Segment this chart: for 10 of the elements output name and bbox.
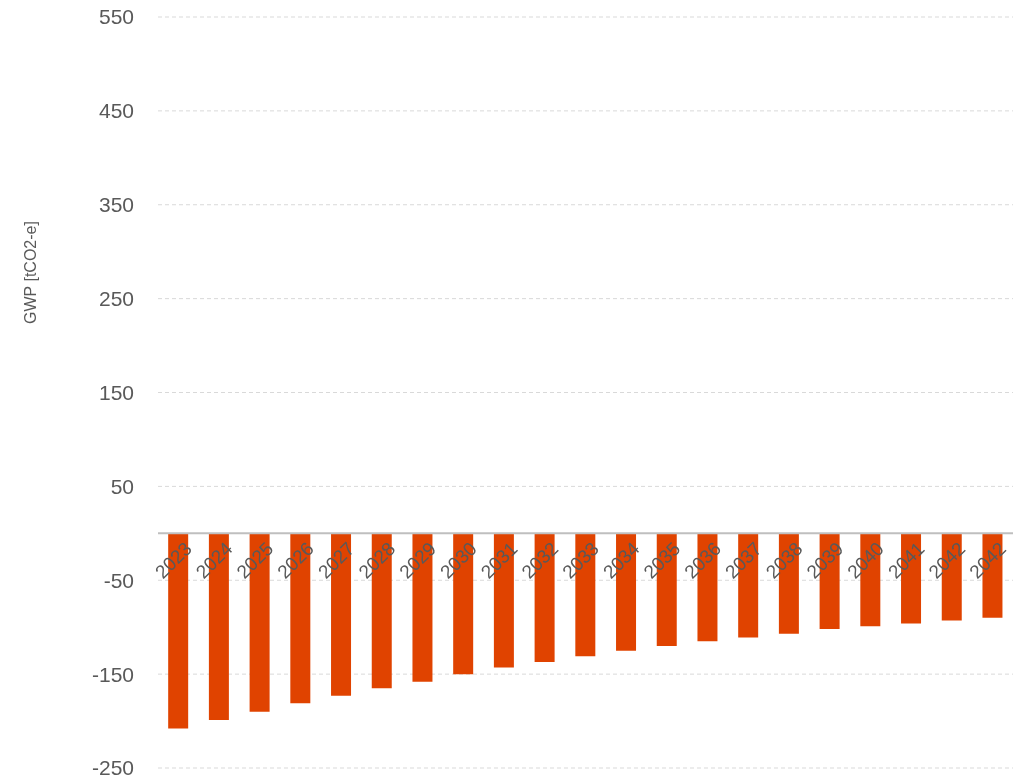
y-tick-label: -250 — [91, 756, 134, 780]
y-tick-label: 50 — [110, 474, 134, 498]
y-tick-label: -150 — [91, 662, 134, 686]
y-tick-label: 550 — [98, 5, 134, 29]
y-tick-label: 350 — [98, 193, 134, 217]
y-tick-label: 150 — [98, 380, 134, 404]
y-tick-label: 250 — [98, 287, 134, 311]
y-tick-label: 450 — [98, 99, 134, 123]
y-tick-label: -50 — [103, 568, 134, 592]
y-axis-title: GWP [tCO2-e] — [21, 221, 39, 324]
